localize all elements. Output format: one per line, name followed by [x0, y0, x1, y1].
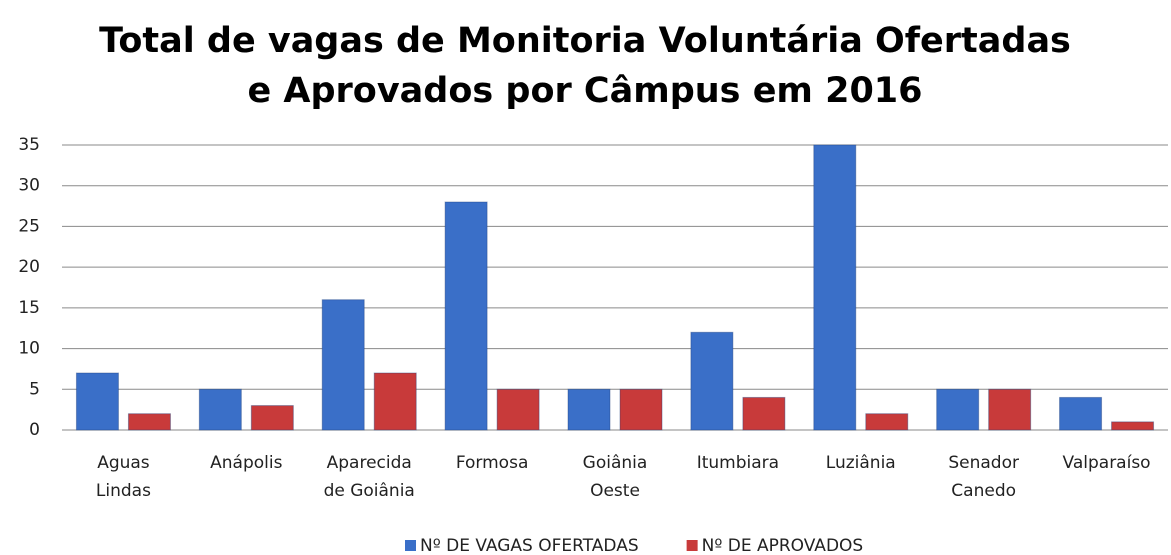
legend-swatch: [686, 540, 698, 551]
bar: [321, 299, 365, 431]
bar: [865, 413, 909, 431]
bar: [690, 331, 734, 431]
y-tick-label: 15: [18, 298, 40, 318]
y-tick-label: 35: [18, 135, 40, 155]
legend-label: Nº DE VAGAS OFERTADAS: [420, 536, 639, 555]
y-tick-label: 20: [18, 257, 40, 277]
x-tick-label: Goiânia Oeste: [583, 453, 648, 501]
chart-title: Total de vagas de Monitoria Voluntária O…: [99, 21, 1071, 61]
y-tick-label: 30: [18, 176, 40, 196]
legend-swatch: [405, 540, 416, 551]
bar: [496, 388, 540, 431]
bar: [813, 144, 857, 431]
x-tick-label: Senador Canedo: [948, 453, 1019, 501]
bar: [373, 372, 417, 431]
bar: [444, 201, 488, 431]
legend-label: Nº DE APROVADOS: [702, 536, 864, 555]
bar: [936, 388, 980, 431]
bar: [619, 388, 663, 431]
bar: [1059, 396, 1103, 431]
x-tick-label: Itumbiara: [697, 453, 779, 473]
y-tick-label: 0: [29, 420, 40, 440]
y-tick-label: 25: [18, 216, 40, 236]
bar: [75, 372, 119, 431]
bar: [198, 388, 242, 431]
y-tick-label: 10: [18, 339, 40, 359]
x-tick-label: Formosa: [456, 453, 529, 473]
x-tick-label: Aguas Lindas: [96, 453, 151, 501]
bar: [567, 388, 611, 431]
bar: [742, 396, 786, 431]
bar: [988, 388, 1032, 431]
y-tick-label: 5: [29, 379, 40, 399]
bar: [1111, 421, 1155, 431]
x-tick-label: Valparaíso: [1063, 453, 1151, 473]
bar: [250, 405, 294, 431]
x-tick-label: Aparecida de Goiânia: [324, 453, 415, 501]
bar: [127, 413, 171, 431]
x-tick-label: Anápolis: [210, 453, 282, 473]
chart-title: e Aprovados por Câmpus em 2016: [247, 71, 922, 111]
x-tick-label: Luziânia: [826, 453, 896, 473]
